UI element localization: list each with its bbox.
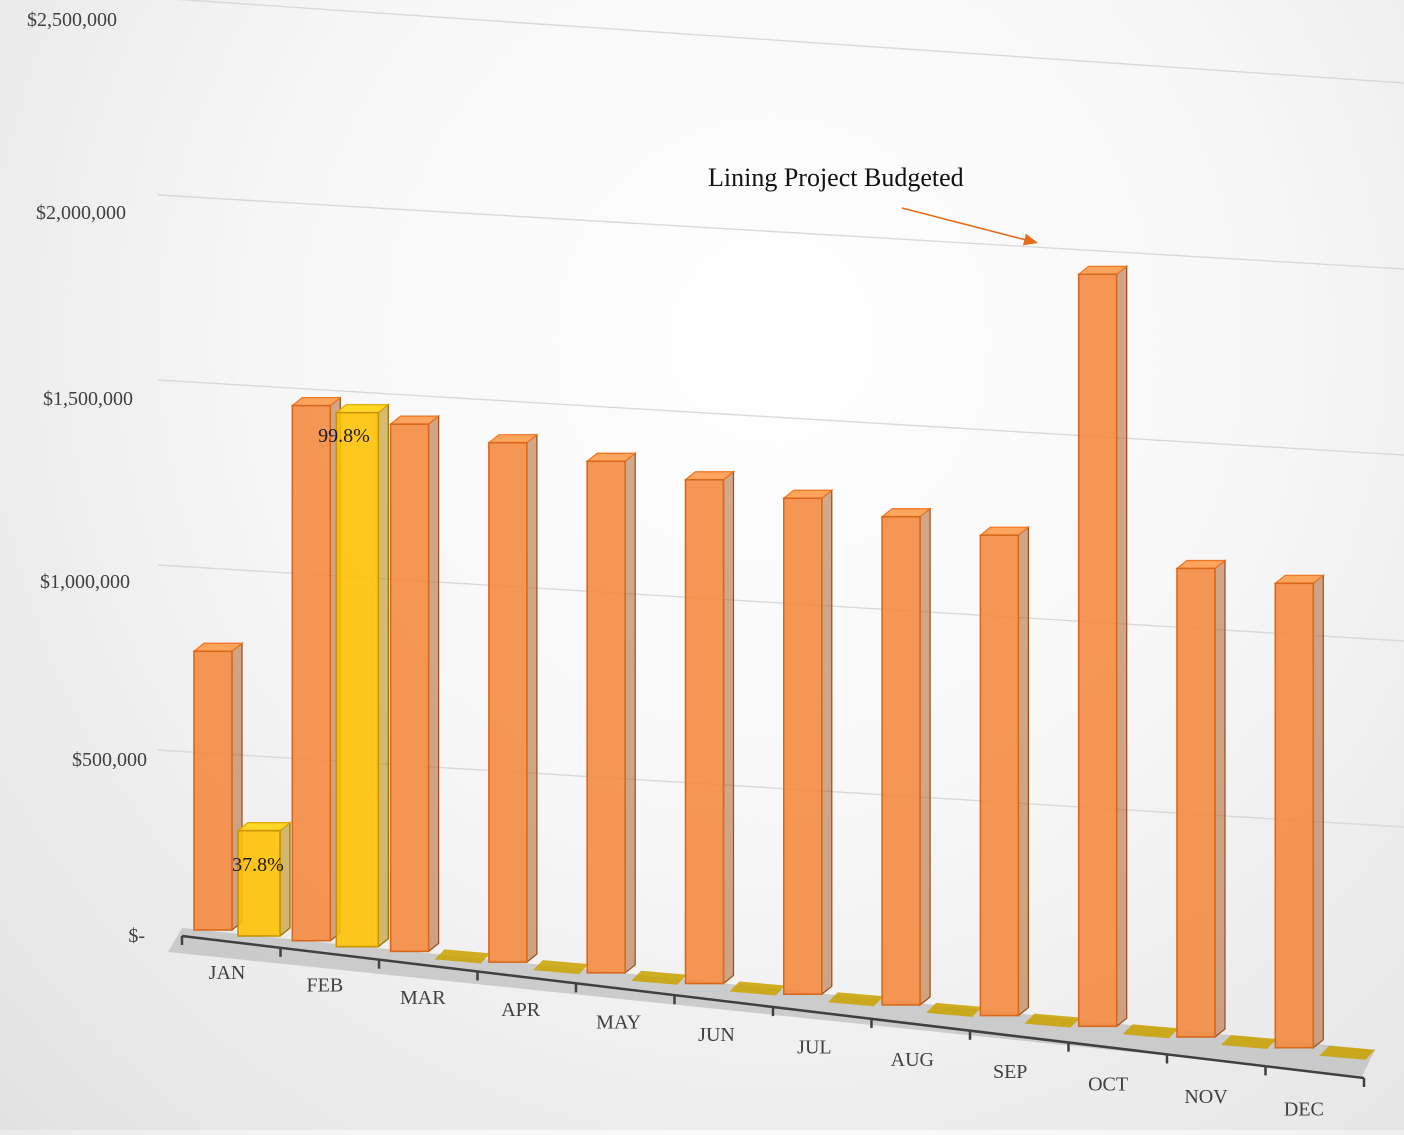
y-tick-label: $- bbox=[128, 925, 145, 947]
x-tick-label-oct: OCT bbox=[1088, 1074, 1128, 1096]
x-tick-label-jun: JUN bbox=[698, 1024, 735, 1046]
annotation-arrowhead bbox=[1022, 233, 1038, 246]
bar-may-actual bbox=[631, 970, 688, 985]
gridline-2500000 bbox=[177, 0, 1404, 84]
y-tick-label: $2,500,000 bbox=[27, 9, 117, 31]
bar-oct-budget bbox=[1076, 265, 1129, 1028]
bar-feb-actual bbox=[334, 403, 391, 948]
bar-nov-actual bbox=[1221, 1035, 1277, 1049]
gridline-2000000 bbox=[157, 194, 1404, 270]
bar-oct-actual bbox=[1122, 1024, 1179, 1039]
chart-floor bbox=[168, 928, 1375, 1076]
bar-dec-actual bbox=[1319, 1045, 1376, 1060]
bar-may-budget bbox=[585, 451, 637, 975]
bar-jul-actual bbox=[827, 992, 884, 1007]
x-tick-label-dec: DEC bbox=[1284, 1098, 1324, 1120]
data-label-feb: 99.8% bbox=[318, 425, 370, 447]
x-tick-label-apr: APR bbox=[501, 999, 541, 1021]
annotation-arrow bbox=[901, 207, 1031, 242]
bar-apr-actual bbox=[532, 960, 589, 975]
x-tick-label-feb: FEB bbox=[307, 974, 344, 996]
annotation-text: Lining Project Budgeted bbox=[708, 163, 964, 192]
bar-sep-budget bbox=[978, 525, 1031, 1017]
bar-aug-budget bbox=[880, 507, 932, 1007]
y-axis: $- $500,000 $1,000,000 $1,500,000 $2,000,000… bbox=[27, 9, 147, 947]
x-tick-label-aug: AUG bbox=[891, 1049, 934, 1071]
x-tick-label-jan: JAN bbox=[209, 962, 246, 984]
bar-group bbox=[192, 265, 1376, 1060]
bar-sep-actual bbox=[1024, 1013, 1081, 1028]
floor-plane bbox=[168, 928, 1375, 1076]
annotation: Lining Project Budgeted bbox=[708, 163, 1038, 246]
bar-jun-actual bbox=[729, 981, 786, 996]
bar-mar-budget bbox=[388, 414, 441, 953]
x-tick-label-mar: MAR bbox=[400, 987, 446, 1009]
data-label-group: 37.8% 99.8% bbox=[232, 425, 370, 876]
bar-aug-actual bbox=[926, 1002, 983, 1017]
bar-nov-budget bbox=[1175, 559, 1227, 1039]
x-tick-label-sep: SEP bbox=[993, 1061, 1027, 1083]
bar-jan-actual bbox=[236, 821, 292, 938]
gridline-1500000 bbox=[157, 379, 1404, 456]
y-tick-label: $1,500,000 bbox=[43, 388, 133, 410]
y-tick-label: $500,000 bbox=[72, 749, 147, 771]
bar-mar-actual bbox=[434, 949, 491, 964]
bar-jul-budget bbox=[782, 488, 834, 996]
x-axis-line bbox=[181, 934, 1365, 1080]
x-tick-label-nov: NOV bbox=[1184, 1086, 1228, 1108]
x-tick-label-jul: JUL bbox=[797, 1036, 831, 1058]
x-axis: JAN FEB MAR APR MAY JUN JUL AUG SEP OCT NOV DEC bbox=[180, 934, 1366, 1120]
bar-jun-budget bbox=[683, 470, 736, 985]
y-tick-label: $2,000,000 bbox=[36, 202, 126, 224]
y-tick-label: $1,000,000 bbox=[40, 571, 130, 593]
data-label-jan: 37.8% bbox=[232, 854, 284, 876]
bar-apr-budget bbox=[487, 433, 539, 964]
bar-feb-budget bbox=[290, 396, 343, 942]
bar-dec-budget bbox=[1273, 574, 1326, 1049]
bar-jan-budget bbox=[192, 642, 244, 932]
x-tick-label-may: MAY bbox=[596, 1012, 641, 1034]
